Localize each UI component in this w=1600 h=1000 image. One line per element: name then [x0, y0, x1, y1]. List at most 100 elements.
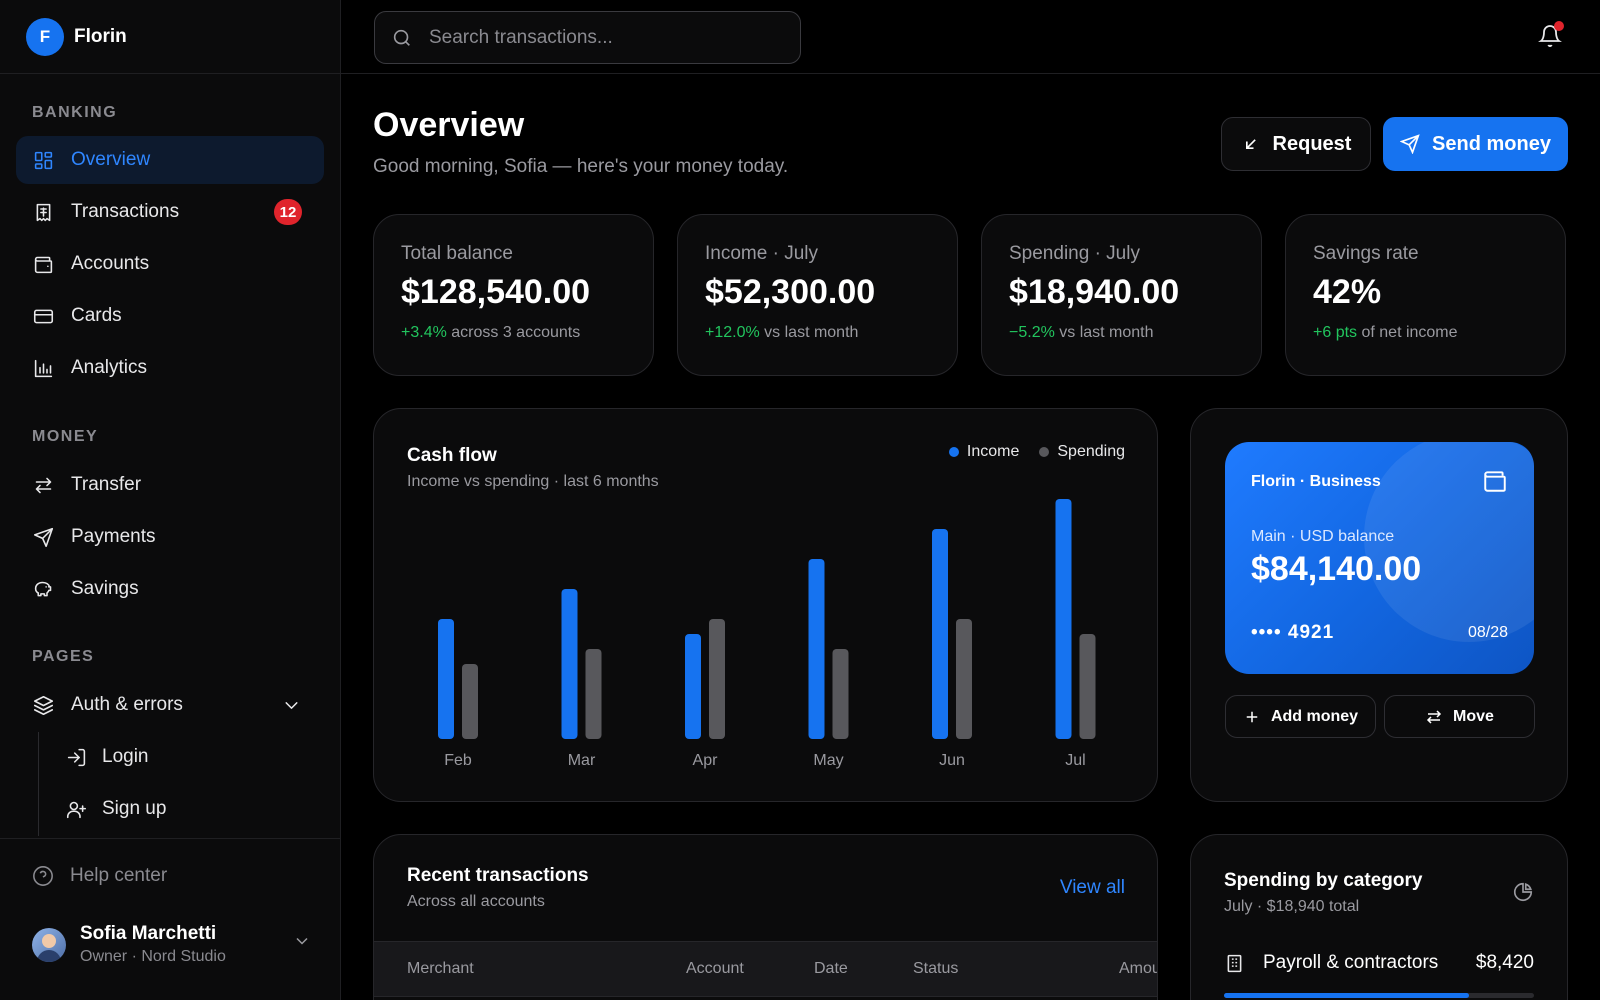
category-subtitle: July · $18,940 total — [1224, 898, 1360, 915]
bar-income-mar[interactable] — [561, 589, 578, 739]
search-icon — [393, 29, 410, 46]
notification-dot — [1554, 21, 1564, 31]
sidebar-item-label: Transactions — [71, 201, 180, 222]
search-box[interactable] — [374, 11, 801, 64]
bar-spending-jun[interactable] — [956, 619, 972, 739]
bar-spending-feb[interactable] — [462, 664, 478, 739]
stat-note: +6 pts of net income — [1313, 324, 1565, 342]
card-decoration — [1364, 442, 1534, 642]
swap-icon — [32, 474, 54, 496]
sidebar-item-payments[interactable]: Payments — [16, 513, 324, 561]
layers-icon — [32, 694, 54, 716]
move-button[interactable]: Move — [1384, 695, 1535, 738]
request-label: Request — [1272, 132, 1352, 155]
stat-note-text: of net income — [1357, 324, 1458, 341]
sidebar: F Florin BANKING Overview Transactions 1… — [0, 0, 341, 1000]
category-amount: $8,420 — [1475, 952, 1534, 973]
sidebar-item-cards[interactable]: Cards — [16, 292, 324, 340]
user-plus-icon — [66, 801, 87, 818]
sidebar-item-label: Analytics — [71, 357, 148, 378]
section-label-pages: PAGES — [32, 648, 95, 665]
legend-item-spending: Spending — [1039, 443, 1125, 461]
user-menu[interactable]: Sofia Marchetti Owner · Nord Studio — [32, 923, 312, 966]
sidebar-item-label: Overview — [71, 149, 151, 170]
bank-card[interactable]: Florin · Business Main · USD balance $84… — [1225, 442, 1534, 674]
bar-income-may[interactable] — [808, 559, 825, 739]
category-row[interactable]: Payroll & contractors $8,420 — [1224, 952, 1534, 974]
chevron-down-icon — [296, 937, 308, 945]
sidebar-item-overview[interactable]: Overview — [16, 136, 324, 184]
stat-value: $18,940.00 — [1009, 273, 1180, 311]
sidebar-item-accounts[interactable]: Accounts — [16, 240, 324, 288]
bar-income-jul[interactable] — [1055, 499, 1072, 739]
column-date[interactable]: Date — [814, 960, 848, 977]
sidebar-item-label: Sign up — [102, 798, 167, 819]
stat-delta: +6 pts — [1313, 324, 1358, 341]
login-icon — [67, 748, 86, 766]
view-all-link[interactable]: View all — [1059, 877, 1125, 898]
account-card-panel: Florin · Business Main · USD balance $84… — [1190, 408, 1568, 802]
chart-legend: Income Spending — [929, 443, 1125, 461]
request-button[interactable]: Request — [1221, 117, 1371, 171]
column-merchant[interactable]: Merchant — [407, 960, 474, 977]
send-money-button[interactable]: Send money — [1383, 117, 1568, 171]
bar-income-jun[interactable] — [932, 529, 948, 739]
x-tick-label: Jul — [1065, 752, 1085, 769]
help-center-link[interactable]: Help center — [32, 865, 167, 887]
stat-label: Income · July — [705, 243, 818, 264]
x-tick-label: Jun — [939, 752, 965, 769]
user-name: Sofia Marchetti — [80, 923, 217, 944]
x-tick-label: Mar — [568, 752, 596, 769]
bar-income-feb[interactable] — [438, 619, 454, 739]
swap-icon — [1426, 709, 1442, 724]
avatar — [32, 927, 66, 962]
recent-title: Recent transactions — [407, 865, 589, 886]
page-subtitle: Good morning, Sofia — here's your money … — [373, 156, 789, 177]
recent-transactions-panel: Recent transactions Across all accounts … — [373, 834, 1158, 1000]
sidebar-item-analytics[interactable]: Analytics — [16, 344, 324, 392]
stat-label: Total balance — [401, 243, 513, 264]
column-account[interactable]: Account — [686, 960, 744, 977]
send-icon — [1400, 134, 1420, 154]
sidebar-item-label: Cards — [71, 305, 122, 326]
sidebar-item-label: Accounts — [71, 253, 150, 274]
sidebar-group-auth[interactable]: Auth & errors — [16, 681, 324, 729]
card-icon — [32, 305, 54, 327]
bar-spending-apr[interactable] — [709, 619, 725, 739]
legend-label: Income — [966, 443, 1020, 460]
x-tick-label: Feb — [444, 752, 472, 769]
stat-card-income: Income · July $52,300.00 +12.0% vs last … — [677, 214, 958, 376]
sidebar-item-savings[interactable]: Savings — [16, 565, 324, 613]
piggy-bank-icon — [32, 578, 54, 600]
column-status[interactable]: Status — [913, 960, 959, 977]
bar-spending-may[interactable] — [832, 649, 849, 739]
bar-spending-jul[interactable] — [1079, 634, 1096, 739]
card-expiry: 08/28 — [1467, 624, 1508, 641]
receipt-icon — [32, 201, 54, 223]
brand[interactable]: F Florin — [0, 0, 340, 74]
stat-note: −5.2% vs last month — [1009, 324, 1261, 342]
help-center-label: Help center — [70, 865, 168, 886]
sidebar-item-signup[interactable]: Sign up — [50, 786, 320, 832]
bar-income-apr[interactable] — [685, 634, 701, 739]
sidebar-item-login[interactable]: Login — [50, 734, 320, 780]
stat-delta: −5.2% — [1009, 324, 1055, 341]
add-money-label: Add money — [1270, 707, 1359, 725]
brand-name: Florin — [74, 25, 127, 47]
sidebar-item-transactions[interactable]: Transactions 12 — [16, 188, 324, 236]
move-label: Move — [1453, 707, 1494, 725]
sidebar-item-transfer[interactable]: Transfer — [16, 461, 324, 509]
column-amount[interactable]: Amou — [1119, 960, 1158, 977]
add-money-button[interactable]: Add money — [1225, 695, 1376, 738]
notifications-button[interactable] — [1538, 21, 1564, 48]
subtree-line — [38, 732, 39, 836]
search-input[interactable] — [429, 26, 789, 49]
wallet-icon — [32, 253, 54, 275]
stat-card-spending: Spending · July $18,940.00 −5.2% vs last… — [981, 214, 1262, 376]
bar-spending-mar[interactable] — [585, 649, 602, 739]
category-title: Spending by category — [1224, 870, 1423, 891]
stat-card-savings-rate: Savings rate 42% +6 pts of net income — [1285, 214, 1566, 376]
sidebar-item-label: Transfer — [71, 474, 142, 495]
pie-chart-icon[interactable] — [1512, 881, 1534, 903]
sidebar-item-label: Auth & errors — [71, 694, 183, 715]
